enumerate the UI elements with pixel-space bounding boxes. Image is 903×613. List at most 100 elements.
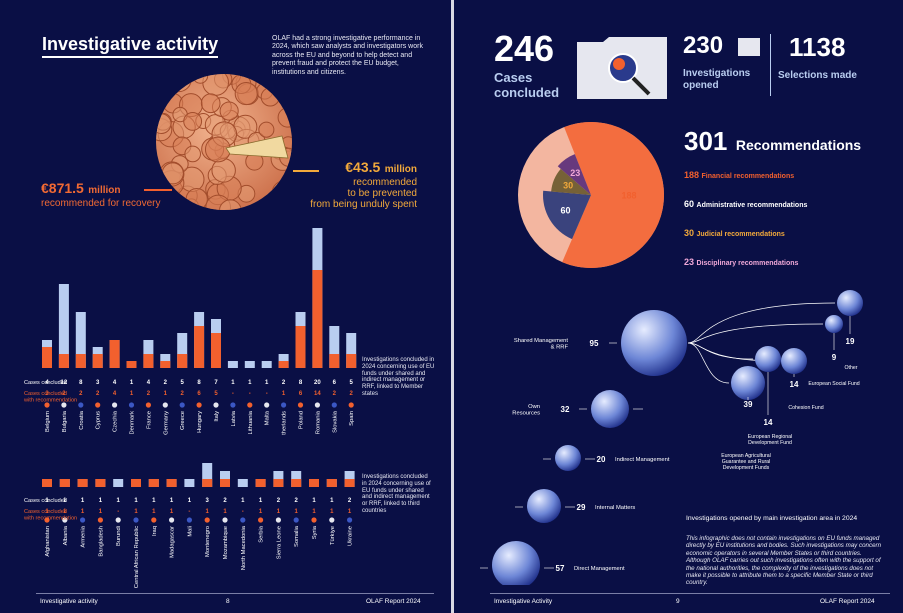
investigations-label-2: opened: [683, 80, 719, 91]
bar-recommendation: [58, 354, 69, 368]
value-recommendation: -: [117, 509, 119, 515]
page-gutter: [451, 0, 454, 613]
value-recommendation: 6: [197, 391, 201, 397]
value-recommendation: 1: [45, 509, 49, 515]
value-concluded: 1: [265, 380, 269, 386]
value-concluded: 8: [197, 380, 201, 386]
recommendations-label: Recommendations: [735, 137, 862, 153]
bar-recommendation: [131, 479, 141, 487]
bar-recommendation: [75, 354, 86, 368]
category-label: Hungary: [197, 411, 203, 433]
value-recommendation: 2: [79, 391, 83, 397]
value-concluded: 2: [295, 498, 299, 504]
sub-bubble-value: 39: [744, 400, 753, 409]
value-concluded: 5: [350, 380, 354, 386]
bubble-area: [492, 541, 540, 585]
recommendations-pie: 188 60 30 23: [518, 122, 664, 268]
bar-recommendation: [166, 479, 177, 487]
recovery-block: €871.5 million recommended for recovery: [41, 180, 161, 209]
value-recommendation: 1: [259, 509, 263, 515]
category-label: Iraq: [152, 526, 158, 536]
value-concluded: 1: [248, 380, 252, 386]
flag-icon: [62, 517, 68, 523]
bar-recommendation: [295, 326, 306, 368]
value-concluded: 1: [330, 498, 334, 504]
flag-icon: [78, 402, 84, 408]
page-title: Investigative activity: [42, 34, 219, 58]
pie-slice: [557, 154, 591, 195]
flag-icon: [151, 517, 157, 523]
value-recommendation: 1: [348, 509, 352, 515]
value-recommendation: 3: [45, 391, 49, 397]
pie-slice: [543, 190, 591, 240]
category-label: France: [146, 411, 152, 429]
bubble-area: [527, 489, 561, 523]
value-concluded: 1: [81, 498, 85, 504]
category-label: Syria: [312, 525, 318, 539]
cases-label-1: Cases: [494, 70, 533, 85]
category-label: Czechia: [113, 410, 119, 432]
bar-recommendation: [291, 479, 302, 487]
recommendation-item: 30 Judicial recommendations: [684, 228, 785, 238]
sub-bubble: [781, 348, 807, 374]
value-concluded: 8: [299, 380, 303, 386]
third-countries-note: Investigations concluded in 2024 concern…: [362, 474, 431, 514]
category-label: Greece: [180, 411, 186, 430]
category-label: Mozambique: [223, 526, 229, 559]
value-concluded: 1: [152, 498, 156, 504]
category-label: Latvia: [231, 410, 237, 426]
footer-divider-right: [490, 593, 890, 594]
sub-bubble: [731, 366, 765, 400]
investigations-label-1: Investigations: [683, 68, 751, 79]
flag-icon: [311, 517, 317, 523]
flag-icon: [112, 402, 118, 408]
bar-recommendation: [177, 354, 188, 368]
row-label-concluded: Cases concluded: [24, 498, 67, 504]
bar-concluded: [113, 479, 124, 487]
value-concluded: 2: [282, 380, 286, 386]
category-label: Montenegro: [205, 526, 211, 557]
flag-icon: [222, 517, 228, 523]
sub-bubble-label: European Social Fund: [808, 381, 859, 387]
category-label: Lithuania: [248, 410, 254, 434]
category-label: Serbia: [259, 525, 265, 543]
category-label: Spain: [349, 411, 355, 426]
value-recommendation: 14: [314, 391, 321, 397]
value-recommendation: -: [188, 509, 190, 515]
value-concluded: 1: [312, 498, 316, 504]
flag-icon: [275, 517, 281, 523]
sub-bubble: [837, 290, 863, 316]
prevented-unit: million: [384, 164, 417, 175]
value-concluded: 7: [214, 380, 218, 386]
category-label: Denmark: [130, 411, 136, 435]
value-concluded: 2: [164, 380, 168, 386]
bar-recommendation: [202, 479, 213, 487]
bar-concluded: [227, 361, 238, 368]
value-concluded: 1: [99, 498, 103, 504]
right-page: 246 Cases concluded 230 Investigations o…: [454, 0, 903, 613]
prevented-caption-3: from being unduly spent: [310, 199, 417, 210]
category-label: Croatia: [79, 410, 85, 429]
category-label: Bulgaria: [62, 410, 68, 432]
bar-recommendation: [194, 326, 205, 368]
intro-text: OLAF had a strong investigative performa…: [272, 35, 423, 76]
category-label: Netherlands: [282, 411, 288, 435]
bubble-label: Own Resources: [512, 404, 540, 417]
flag-icon: [95, 402, 101, 408]
category-label: Ukraine: [348, 526, 354, 546]
coins-photo: [156, 74, 292, 210]
bubble-value: 20: [597, 455, 606, 464]
value-recommendation: 1: [330, 509, 334, 515]
recovery-value: €871.5: [41, 180, 84, 196]
category-label: Mali: [187, 526, 193, 537]
value-concluded: 3: [206, 498, 210, 504]
bar-concluded: [75, 312, 86, 368]
prevented-block: €43.5 million recommended to be prevente…: [285, 159, 417, 210]
recommendation-item: 188 Financial recommendations: [684, 170, 794, 180]
bubble-value: 57: [556, 564, 565, 573]
recommendation-label: Administrative recommendations: [696, 202, 808, 209]
bubble-label: Direct Management: [574, 566, 625, 572]
category-label: Slovakia: [332, 410, 338, 433]
stats-divider: [770, 34, 771, 96]
bar-recommendation: [143, 354, 154, 368]
